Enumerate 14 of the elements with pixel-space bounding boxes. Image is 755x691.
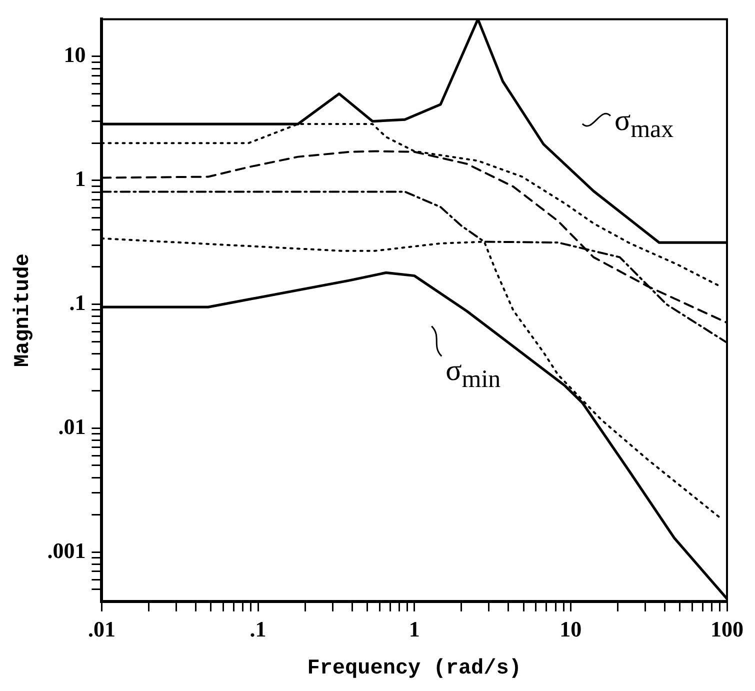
y-tick-label: 10	[64, 42, 86, 68]
legend-label: σ$_{max}$	[614, 104, 674, 143]
series-label: σ$_{min}$	[446, 354, 501, 394]
y-tick-label: .001	[47, 538, 86, 563]
x-tick-label: 1	[408, 616, 420, 642]
x-axis-title: Frequency (rad/s)	[307, 658, 522, 681]
x-tick-label: 10	[560, 616, 582, 642]
y-axis-title: Magnitude	[12, 254, 35, 368]
y-tick-label: .01	[58, 414, 86, 439]
y-tick-label: 1	[74, 166, 86, 192]
y-tick-label: .1	[69, 290, 86, 315]
x-tick-label: 100	[710, 616, 744, 642]
x-tick-label: .1	[250, 616, 266, 642]
x-tick-label: .01	[88, 616, 116, 642]
